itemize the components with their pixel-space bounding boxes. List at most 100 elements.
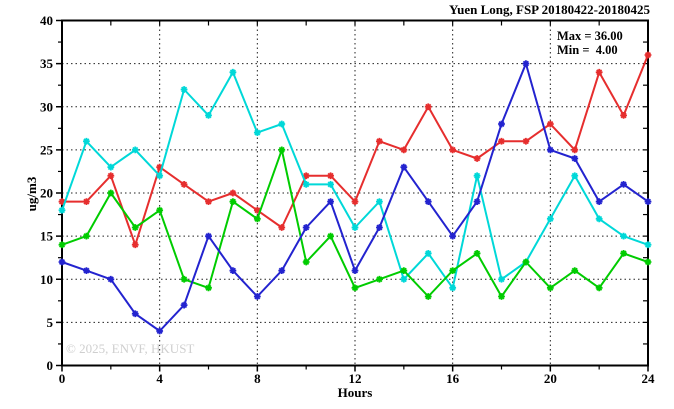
marker-series-red [156, 163, 164, 171]
y-tick-label: 40 [40, 13, 53, 28]
marker-series-green [449, 267, 457, 275]
chart-title: Yuen Long, FSP 20180422-20180425 [448, 2, 650, 17]
marker-series-red [644, 51, 652, 59]
marker-series-cyan [595, 215, 603, 223]
marker-series-blue [58, 258, 66, 266]
marker-series-red [58, 198, 66, 206]
marker-series-cyan [107, 163, 115, 171]
marker-series-green [58, 241, 66, 249]
marker-series-red [229, 189, 237, 197]
marker-series-green [327, 232, 334, 240]
marker-series-cyan [131, 146, 139, 154]
marker-series-red [302, 172, 310, 180]
marker-series-blue [131, 310, 139, 318]
max-label: Max = 36.00 [557, 29, 623, 43]
marker-series-cyan [571, 172, 579, 180]
marker-series-cyan [376, 198, 383, 206]
marker-series-cyan [180, 86, 188, 93]
marker-series-cyan [58, 206, 66, 214]
marker-series-cyan [253, 129, 261, 137]
marker-series-red [498, 137, 505, 145]
marker-series-cyan [498, 275, 505, 283]
marker-series-red [546, 120, 554, 128]
marker-series-cyan [278, 120, 286, 128]
marker-series-red [376, 137, 383, 145]
x-tick-label: 4 [156, 371, 163, 386]
y-axis-label: ug/m3 [24, 176, 39, 212]
marker-series-cyan [205, 111, 212, 119]
y-tick-label: 25 [40, 142, 54, 157]
marker-series-cyan [424, 249, 432, 257]
marker-series-green [107, 189, 115, 197]
marker-series-blue [302, 224, 310, 231]
marker-series-green [473, 249, 481, 257]
marker-series-blue [424, 198, 432, 206]
x-tick-label: 12 [349, 371, 362, 386]
x-axis-label: Hours [337, 385, 373, 400]
marker-series-red [400, 146, 408, 154]
marker-series-red [180, 180, 188, 188]
marker-series-blue [229, 267, 237, 275]
marker-series-green [644, 258, 652, 266]
marker-series-red [351, 198, 359, 206]
marker-series-blue [571, 155, 579, 162]
x-tick-label: 16 [446, 371, 460, 386]
marker-series-cyan [229, 68, 237, 76]
marker-series-blue [278, 267, 286, 275]
marker-series-green [424, 293, 432, 300]
marker-series-cyan [473, 172, 481, 180]
maxmin-annotation: Max = 36.00 Min = 4.00 [557, 29, 623, 57]
y-tick-label: 20 [40, 186, 53, 201]
marker-series-blue [620, 180, 627, 188]
marker-series-red [327, 172, 334, 180]
x-tick-label: 24 [642, 371, 656, 386]
marker-series-blue [595, 198, 603, 206]
marker-series-green [131, 224, 139, 231]
marker-series-blue [180, 301, 188, 309]
marker-series-cyan [302, 180, 310, 188]
marker-series-green [498, 293, 505, 300]
marker-series-blue [522, 60, 530, 68]
marker-series-red [473, 155, 481, 162]
marker-series-green [278, 146, 286, 154]
marker-series-green [522, 258, 530, 266]
y-tick-label: 5 [47, 315, 54, 330]
x-tick-label: 20 [544, 371, 557, 386]
x-tick-label: 0 [59, 371, 66, 386]
marker-series-blue [156, 327, 164, 335]
marker-series-green [571, 267, 579, 275]
marker-series-green [156, 206, 164, 214]
marker-series-green [205, 284, 212, 292]
marker-series-red [107, 172, 115, 180]
marker-series-green [376, 275, 383, 283]
marker-series-red [253, 206, 261, 214]
marker-series-red [278, 224, 286, 231]
y-tick-label: 10 [40, 272, 53, 287]
marker-series-green [400, 267, 408, 275]
marker-series-cyan [620, 232, 627, 240]
marker-series-red [595, 68, 603, 76]
marker-series-blue [351, 267, 359, 275]
marker-series-red [571, 146, 579, 154]
marker-series-blue [546, 146, 554, 154]
marker-series-blue [400, 163, 408, 171]
marker-series-cyan [546, 215, 554, 223]
marker-series-red [424, 103, 432, 111]
plot-frame [61, 19, 649, 367]
y-tick-label: 35 [40, 56, 54, 71]
marker-series-green [83, 232, 90, 240]
marker-series-cyan [644, 241, 652, 249]
marker-series-blue [376, 224, 383, 231]
marker-series-red [449, 146, 457, 154]
marker-series-red [620, 111, 627, 119]
min-label: Min = 4.00 [557, 43, 618, 57]
marker-series-cyan [400, 275, 408, 283]
y-tick-label: 30 [40, 99, 53, 114]
marker-series-cyan [156, 172, 164, 180]
marker-series-blue [498, 120, 505, 128]
marker-series-cyan [351, 224, 359, 231]
y-tick-label: 0 [47, 358, 54, 373]
marker-series-green [253, 215, 261, 223]
